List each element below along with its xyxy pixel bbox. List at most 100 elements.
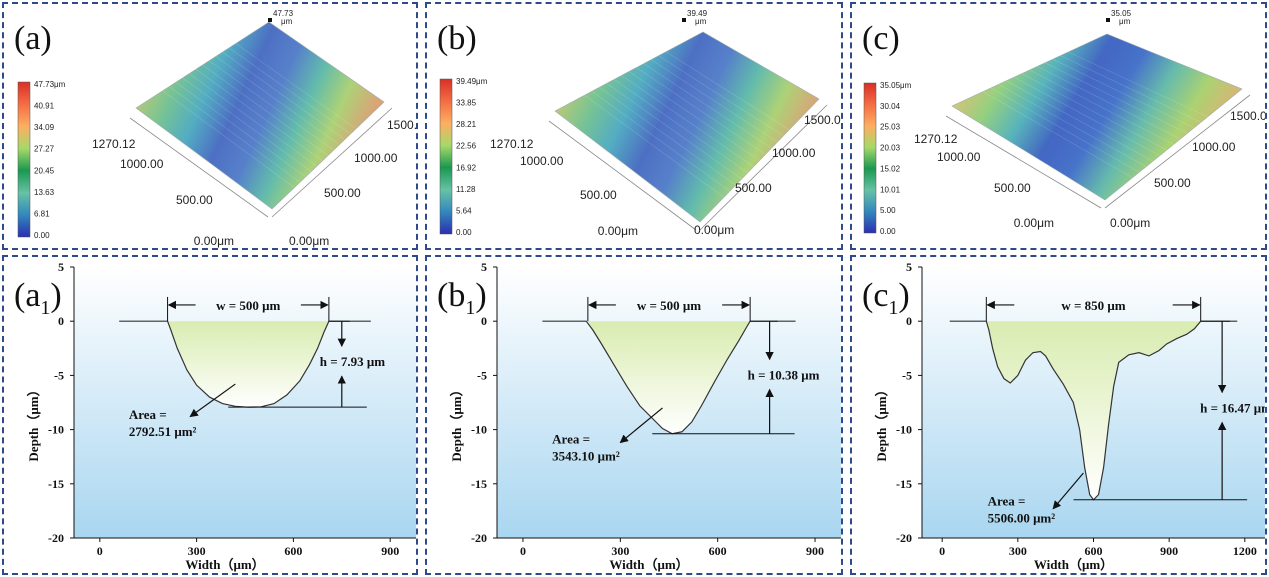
surface-texture-line xyxy=(651,59,778,143)
depth-profile-chart-c1: 5 0 -5 -10 -15 -20 0 300 600 900 1200 Width（μm） Dept… xyxy=(874,260,1265,572)
x-tick-label: 0 xyxy=(939,544,945,558)
area-label: Area = xyxy=(552,432,590,447)
colorbar-tick-label: 25.03 xyxy=(880,123,901,132)
y-axis-tick-label: 0.00μm xyxy=(598,224,638,238)
colorbar-tick-label: 0.00 xyxy=(34,231,50,240)
y-axis-tick-label: 1000.00 xyxy=(520,154,564,168)
surface-texture-line xyxy=(628,71,760,161)
x-axis-tick-label: 1500.00 xyxy=(1230,109,1265,123)
area-label: Area = xyxy=(129,407,167,422)
y-axis-tick-label: 500.00 xyxy=(994,181,1031,195)
surface-texture-line xyxy=(222,51,345,140)
depth-label: h = 7.93 μm xyxy=(320,354,386,369)
y-tick-label: 0 xyxy=(58,314,64,328)
colorbar-tick-label: 28.21 xyxy=(456,120,477,129)
depth-label: h = 10.38 μm xyxy=(748,367,820,382)
x-tick-label: 600 xyxy=(709,544,727,558)
colorbar-tick-label: 15.02 xyxy=(880,164,901,173)
x-axis-tick-label: 1500.00 xyxy=(387,118,416,132)
colorbar-tick-label: 39.49μm xyxy=(456,77,488,86)
x-axis-label: Width（μm） xyxy=(609,557,688,572)
width-label: w = 500 μm xyxy=(637,298,701,313)
surface-texture-line xyxy=(591,91,730,192)
y-axis-tick-label: 1000.00 xyxy=(120,157,164,171)
y-tick-label: -5 xyxy=(902,368,912,382)
x-axis-tick-label: 500.00 xyxy=(324,186,361,200)
y-axis-label: Depth（μm） xyxy=(26,383,41,461)
surface-texture-line xyxy=(1021,73,1167,151)
colorbar-tick-label: 33.85 xyxy=(456,99,477,108)
surface-texture-line xyxy=(606,83,742,180)
surface-texture-line xyxy=(182,77,312,172)
colorbar-tick-label: 0.00 xyxy=(880,227,896,236)
x-tick-label: 600 xyxy=(284,544,302,558)
peak-marker xyxy=(1106,18,1110,22)
y-axis-line xyxy=(945,115,1102,209)
colorbar-tick-label: 11.28 xyxy=(456,185,476,194)
panel-a1: (a1) 5 0 -5 -10 -15 -20 0 300 600 900 Width（μm） Dep… xyxy=(2,255,418,575)
x-axis-tick-label: 500.00 xyxy=(735,181,772,195)
y-axis-tick-label: 1000.00 xyxy=(937,150,981,164)
x-axis-tick-label: 0.00μm xyxy=(1110,216,1150,230)
surface-texture-line xyxy=(162,90,295,188)
surface-texture-line xyxy=(235,43,357,129)
surface-texture-line xyxy=(665,51,790,131)
x-axis-tick-label: 0.00μm xyxy=(694,223,734,237)
x-tick-label: 300 xyxy=(1009,544,1027,558)
depth-profile-chart-b1: 5 0 -5 -10 -15 -20 0 300 600 900 Width（μm） Depth（μm… xyxy=(449,260,841,572)
colorbar-tick-label: 34.09 xyxy=(34,123,55,132)
surface-texture-line xyxy=(195,69,323,162)
colorbar-tick-label: 5.64 xyxy=(456,206,472,215)
area-arrow xyxy=(619,407,663,444)
y-axis-tick-label: 0.00μm xyxy=(194,234,234,248)
surface-texture-line xyxy=(169,86,301,183)
surface-texture-line xyxy=(1029,69,1174,145)
colorbar-tick-label: 5.00 xyxy=(880,206,896,215)
surface-plot-b: 39.49μm 33.85 28.21 22.56 16.92 11.28 5.64 0.00… xyxy=(439,9,841,238)
surface-texture-line xyxy=(599,87,736,186)
y-axis-tick-label: 1270.12 xyxy=(490,137,534,151)
colorbar-tick-label: 0.00 xyxy=(456,228,472,237)
surface-sheet xyxy=(951,33,1243,201)
width-label: w = 500 μm xyxy=(216,298,280,313)
groove-area-fill xyxy=(167,321,329,408)
y-tick-label: -20 xyxy=(48,531,64,545)
y-axis-tick-label: 1270.12 xyxy=(914,132,958,146)
surface-texture-line xyxy=(1037,66,1181,140)
surface-texture-line xyxy=(202,64,329,156)
y-tick-label: 0 xyxy=(906,314,912,328)
colorbar-tick-label: 47.73μm xyxy=(34,80,66,89)
y-tick-label: -10 xyxy=(471,423,487,437)
area-value: 2792.51 μm² xyxy=(129,424,197,439)
y-axis-line xyxy=(548,120,697,231)
surface-texture-line xyxy=(614,79,748,174)
colorbar xyxy=(17,81,31,238)
x-tick-label: 0 xyxy=(520,544,526,558)
area-label: Area = xyxy=(988,493,1026,508)
x-tick-label: 0 xyxy=(97,544,103,558)
panel-label: (b1) xyxy=(437,277,487,319)
x-axis-tick-label: 1000.00 xyxy=(354,151,398,165)
peak-marker xyxy=(268,18,272,22)
y-axis-tick-label: 500.00 xyxy=(176,193,213,207)
surface-texture-line xyxy=(1068,51,1208,118)
area-arrow xyxy=(189,383,236,418)
y-axis-tick-label: 1270.12 xyxy=(92,137,136,151)
y-tick-label: -15 xyxy=(471,477,487,491)
surface-plot-a: 47.73μm 40.91 34.09 27.27 20.45 13.63 6.81 0.00… xyxy=(17,9,416,248)
y-tick-label: -15 xyxy=(896,477,912,491)
y-tick-label: 0 xyxy=(481,314,487,328)
y-axis-label: Depth（μm） xyxy=(874,383,889,461)
colorbar-tick-label: 30.04 xyxy=(880,102,901,111)
colorbar-tick-label: 10.01 xyxy=(880,185,901,194)
colorbar-tick-label: 20.45 xyxy=(34,166,55,175)
y-tick-label: -20 xyxy=(896,531,912,545)
panel-label: (c) xyxy=(862,20,900,57)
x-tick-label: 300 xyxy=(188,544,206,558)
panel-label: (c1) xyxy=(862,277,910,319)
y-axis-tick-label: 0.00μm xyxy=(1014,216,1054,230)
surface-texture-line xyxy=(1013,76,1160,156)
colorbar-tick-label: 6.81 xyxy=(34,209,50,218)
surface-texture-line xyxy=(1060,55,1202,123)
peak-value: 39.49 xyxy=(687,9,708,18)
